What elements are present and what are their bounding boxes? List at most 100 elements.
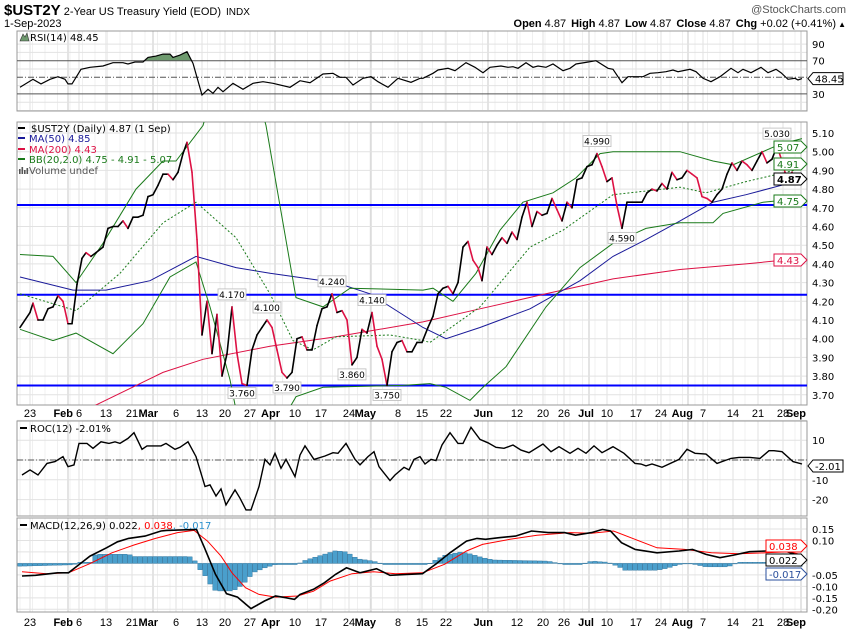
price-annotation: 5.030 (762, 127, 792, 140)
price-segment (251, 334, 258, 351)
change-label: Chg (736, 18, 757, 30)
macd-histogram-bar (627, 563, 633, 571)
annotation-box (272, 381, 302, 394)
date-axis-label: 10 (601, 617, 613, 629)
price-segment (381, 358, 388, 387)
price-segment (721, 173, 728, 190)
price-y-tick: 5.00 (812, 148, 834, 159)
date-axis-label: Apr (261, 617, 281, 629)
macd-histogram-bar (122, 554, 128, 564)
macd-histogram-bar (157, 556, 163, 564)
value-tag-label: 4.91 (777, 160, 799, 171)
date-axis-label: Sep (786, 617, 806, 629)
up-arrow-icon: ▲ (838, 20, 846, 29)
price-segment (491, 244, 498, 256)
macd-histogram-bar (472, 555, 478, 564)
price-segment (246, 349, 253, 387)
price-segment (726, 162, 733, 175)
volume-icon (19, 167, 29, 174)
value-tag-box (765, 553, 808, 567)
macd-histogram-bar (447, 554, 453, 564)
price-segment (301, 336, 308, 351)
annotation-box (762, 127, 792, 140)
macd-histogram-bar (757, 562, 763, 564)
macd-histogram-bar (612, 563, 618, 566)
macd-histogram-bar (747, 562, 753, 564)
bb-legend-swatch (18, 158, 25, 160)
macd-histogram-bar (367, 560, 373, 564)
date-axis-label: 15 (416, 617, 428, 629)
price-segment (457, 246, 464, 284)
macd-histogram-bar (707, 563, 713, 568)
macd-histogram-bar (692, 563, 698, 565)
annotation-box (227, 387, 257, 399)
close-label: Close (676, 18, 706, 30)
value-tag-box (807, 72, 844, 86)
macd-histogram-bar (547, 561, 553, 564)
bb-middle-line (19, 168, 803, 351)
macd-y-tick: -0.10 (812, 582, 838, 593)
low-label: Low (625, 18, 647, 30)
macd-histogram-bar (147, 556, 153, 564)
date-axis-label: 13 (100, 617, 112, 629)
rsi-legend-label: RSI(14) 48.45 (30, 33, 99, 44)
price-segment (511, 231, 518, 241)
price-segment (182, 141, 188, 155)
value-tag-box (807, 459, 844, 473)
annotation-label: 4.170 (219, 291, 245, 301)
price-segment (351, 356, 358, 366)
price-segment (481, 246, 488, 282)
macd-histogram-bar (702, 563, 708, 567)
macd-histogram-bar (392, 563, 398, 565)
macd-histogram-bar (207, 563, 213, 585)
macd-histogram-bar (657, 563, 663, 570)
macd-histogram-bar (502, 559, 508, 564)
macd-histogram-bar (417, 563, 423, 565)
price-value-tag: 4.43 (773, 253, 808, 267)
price-segment (321, 306, 328, 310)
date-axis-label: 14 (727, 408, 739, 420)
price-annotation: 3.790 (272, 381, 302, 394)
rsi-legend: RSI(14) 48.45 (19, 32, 99, 44)
macd-histogram-bar (542, 560, 548, 564)
price-segment (221, 352, 228, 377)
price-segment (596, 152, 603, 168)
price-segment (506, 231, 513, 245)
annotation-label: 4.100 (254, 304, 280, 314)
price-segment (32, 302, 39, 321)
price-segment (47, 306, 54, 310)
macd-histogram-bar (152, 556, 158, 564)
macd-y-tick: 0.10 (812, 536, 834, 547)
price-segment (716, 188, 723, 196)
annotation-label: 3.790 (274, 384, 300, 394)
price-segment (157, 173, 164, 187)
macd-histogram-bar (72, 563, 78, 565)
panel-frame (16, 30, 808, 112)
date-axis-label: Aug (672, 408, 693, 420)
price-segment (316, 307, 323, 327)
price-segment (71, 283, 78, 325)
macd-histogram-bar (637, 563, 643, 571)
price-segment (62, 300, 69, 325)
value-tag-label: 5.07 (777, 143, 799, 154)
price-y-tick: 4.80 (812, 185, 834, 196)
value-tag-label: -2.01 (815, 462, 841, 473)
macd-histogram-bar (587, 561, 593, 564)
macd-histogram-bar (572, 563, 578, 565)
macd-histogram-bar (117, 554, 123, 564)
date-axis-label: 6 (76, 408, 82, 420)
price-segment (421, 326, 429, 344)
price-segment (90, 251, 97, 258)
macd-legend-main: MACD(12,26,9) 0.022 (30, 521, 138, 532)
date-axis-label: 6 (173, 617, 179, 629)
price-y-tick: 4.20 (812, 297, 834, 308)
date-axis-label: 24 (343, 408, 355, 420)
macd-histogram-bar (192, 560, 198, 564)
date-axis-label: 20 (537, 617, 549, 629)
macd-histogram-bar (317, 555, 323, 564)
macd-histogram-bar (312, 556, 318, 564)
price-segment (586, 163, 593, 168)
high-value: 4.87 (599, 18, 620, 30)
macd-histogram-bar (327, 552, 333, 564)
